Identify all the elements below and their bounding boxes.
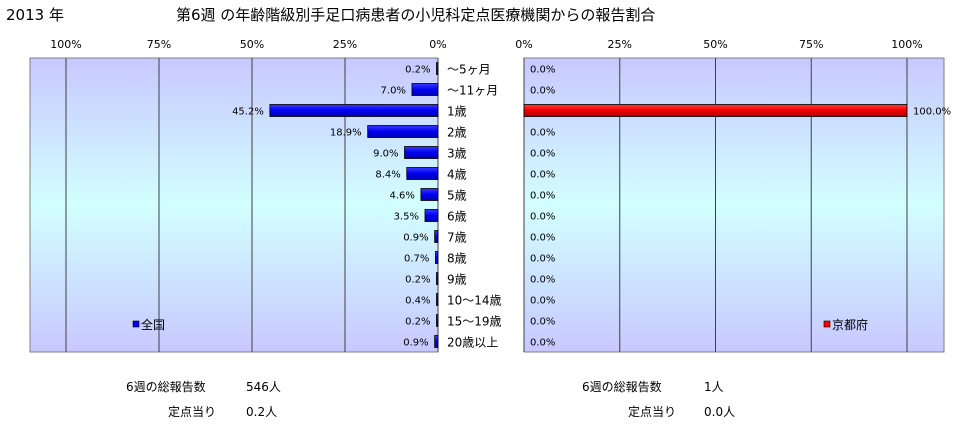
data-label: 4.6% bbox=[389, 191, 414, 202]
age-category-label: 10～14歳 bbox=[447, 294, 502, 308]
legend-swatch bbox=[132, 320, 140, 328]
bar bbox=[434, 335, 439, 348]
data-label: 0.2% bbox=[405, 275, 430, 286]
data-label: 0.9% bbox=[403, 338, 428, 349]
plot-area-1 bbox=[523, 57, 945, 353]
tick-label: 100% bbox=[50, 38, 81, 51]
data-label: 9.0% bbox=[373, 149, 398, 160]
data-label: 45.2% bbox=[232, 107, 264, 118]
tick-label: 100% bbox=[891, 38, 922, 51]
data-label: 0.0% bbox=[530, 254, 555, 265]
data-label: 0.4% bbox=[405, 296, 430, 307]
bar bbox=[436, 272, 439, 285]
kyoto-per-point-label: 定点当り bbox=[628, 405, 677, 419]
tick-label: 75% bbox=[147, 38, 171, 51]
tick-label: 25% bbox=[333, 38, 357, 51]
age-category-label: 4歳 bbox=[447, 168, 467, 182]
age-category-label: 3歳 bbox=[447, 147, 467, 161]
age-category-label: 15～19歳 bbox=[447, 315, 502, 329]
data-label: 7.0% bbox=[381, 86, 406, 97]
bar bbox=[406, 167, 439, 180]
national-per-point-label: 定点当り bbox=[168, 405, 217, 419]
national-reports-label: 6週の総報告数 bbox=[126, 380, 206, 394]
data-label: 0.2% bbox=[405, 65, 430, 76]
data-label: 0.2% bbox=[405, 317, 430, 328]
data-label: 0.0% bbox=[530, 65, 555, 76]
tick-label: 50% bbox=[240, 38, 264, 51]
age-category-label: ～5ヶ月 bbox=[447, 63, 491, 77]
bar bbox=[367, 125, 439, 138]
data-label: 0.0% bbox=[530, 296, 555, 307]
bar bbox=[436, 293, 439, 306]
tick-label: 25% bbox=[608, 38, 632, 51]
age-category-label: 9歳 bbox=[447, 273, 467, 287]
bar bbox=[434, 230, 439, 243]
year-label: 2013 年 bbox=[6, 6, 64, 24]
data-label: 8.4% bbox=[375, 170, 400, 181]
bar bbox=[523, 104, 908, 117]
legend-label: 京都府 bbox=[832, 317, 868, 332]
age-category-label: 8歳 bbox=[447, 252, 467, 266]
legend-swatch bbox=[823, 320, 831, 328]
bar bbox=[424, 209, 439, 222]
age-category-label: 6歳 bbox=[447, 210, 467, 224]
age-category-label: 1歳 bbox=[447, 105, 467, 119]
bar bbox=[404, 146, 439, 159]
data-label: 0.0% bbox=[530, 191, 555, 202]
age-category-label: ～11ヶ月 bbox=[447, 84, 498, 98]
national-panel: 0% 25% 50% 75% 100% 0.2% 7.0% 45.2% 18.9% 9.0% 8.4… bbox=[29, 38, 447, 353]
data-label: 0.0% bbox=[530, 128, 555, 139]
data-label: 18.9% bbox=[330, 128, 362, 139]
kyoto-reports-value: 1人 bbox=[704, 380, 724, 394]
data-label: 100.0% bbox=[913, 107, 951, 118]
data-label: 0.7% bbox=[404, 254, 429, 265]
tick-label: 75% bbox=[799, 38, 823, 51]
plot-area-0 bbox=[29, 57, 439, 353]
bar bbox=[436, 62, 439, 75]
data-label: 0.0% bbox=[530, 212, 555, 223]
kyoto-reports-label: 6週の総報告数 bbox=[582, 380, 662, 394]
data-label: 0.0% bbox=[530, 86, 555, 97]
tick-label: 0% bbox=[429, 38, 446, 51]
data-label: 0.0% bbox=[530, 275, 555, 286]
bar bbox=[420, 188, 439, 201]
bar bbox=[269, 104, 439, 117]
data-label: 0.0% bbox=[530, 338, 555, 349]
chart-title: 第6週 の年齢階級別手足口病患者の小児科定点医療機関からの報告割合 bbox=[176, 6, 656, 24]
legend-label: 全国 bbox=[141, 317, 165, 332]
age-category-label: 2歳 bbox=[447, 126, 467, 140]
bar bbox=[411, 83, 439, 96]
data-label: 3.5% bbox=[394, 212, 419, 223]
data-label: 0.0% bbox=[530, 233, 555, 244]
tick-label: 50% bbox=[703, 38, 727, 51]
data-label: 0.0% bbox=[530, 170, 555, 181]
bar bbox=[436, 314, 439, 327]
bar bbox=[434, 251, 439, 264]
age-labels: ～5ヶ月 ～11ヶ月 1歳 2歳 3歳 4歳 5歳 6歳 7歳 8歳 9歳 10～14歳 15～19歳 2… bbox=[447, 63, 502, 350]
data-label: 0.0% bbox=[530, 317, 555, 328]
data-label: 0.0% bbox=[530, 149, 555, 160]
national-per-point-value: 0.2人 bbox=[246, 405, 278, 419]
age-category-label: 5歳 bbox=[447, 189, 467, 203]
age-category-label: 20歳以上 bbox=[447, 336, 498, 350]
kyoto-per-point-value: 0.0人 bbox=[704, 405, 736, 419]
kyoto-panel: 0% 25% 50% 75% 100% 0.0% 0.0% 100.0% 0.0% 0.0% 0.0… bbox=[515, 38, 951, 353]
age-category-label: 7歳 bbox=[447, 231, 467, 245]
tick-label: 0% bbox=[515, 38, 532, 51]
national-reports-value: 546人 bbox=[246, 380, 281, 394]
data-label: 0.9% bbox=[403, 233, 428, 244]
